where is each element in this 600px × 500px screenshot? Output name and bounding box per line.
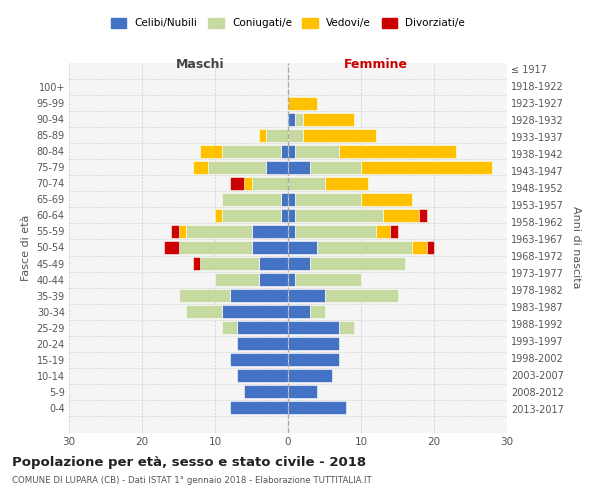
Bar	[325, 290, 398, 302]
Bar	[259, 258, 288, 270]
Bar	[288, 306, 310, 318]
Text: COMUNE DI LUPARA (CB) - Dati ISTAT 1° gennaio 2018 - Elaborazione TUTTITALIA.IT: COMUNE DI LUPARA (CB) - Dati ISTAT 1° ge…	[12, 476, 372, 485]
Bar	[427, 242, 434, 254]
Bar	[288, 225, 295, 237]
Bar	[295, 193, 361, 205]
Bar	[288, 242, 317, 254]
Bar	[376, 225, 390, 237]
Bar	[244, 177, 251, 190]
Bar	[325, 177, 368, 190]
Bar	[412, 242, 427, 254]
Bar	[179, 225, 186, 237]
Bar	[361, 193, 412, 205]
Bar	[251, 225, 288, 237]
Bar	[179, 242, 251, 254]
Bar	[295, 113, 302, 126]
Bar	[295, 209, 383, 222]
Bar	[179, 290, 230, 302]
Bar	[266, 161, 288, 173]
Bar	[295, 145, 339, 158]
Bar	[390, 225, 398, 237]
Text: Maschi: Maschi	[176, 58, 225, 70]
Bar	[288, 354, 339, 366]
Bar	[302, 113, 354, 126]
Bar	[164, 242, 179, 254]
Bar	[200, 258, 259, 270]
Bar	[281, 209, 288, 222]
Bar	[237, 322, 288, 334]
Bar	[288, 209, 295, 222]
Bar	[288, 129, 302, 141]
Bar	[230, 177, 244, 190]
Bar	[288, 370, 332, 382]
Bar	[419, 209, 427, 222]
Bar	[222, 145, 281, 158]
Bar	[288, 386, 317, 398]
Bar	[339, 322, 354, 334]
Bar	[317, 242, 412, 254]
Bar	[186, 306, 223, 318]
Bar	[230, 402, 288, 414]
Bar	[281, 145, 288, 158]
Bar	[215, 209, 223, 222]
Bar	[288, 193, 295, 205]
Bar	[310, 161, 361, 173]
Bar	[251, 177, 288, 190]
Bar	[266, 129, 288, 141]
Bar	[237, 370, 288, 382]
Y-axis label: Anni di nascita: Anni di nascita	[571, 206, 581, 289]
Bar	[288, 274, 295, 286]
Bar	[288, 338, 339, 350]
Bar	[288, 402, 346, 414]
Bar	[171, 225, 179, 237]
Bar	[288, 322, 339, 334]
Bar	[302, 129, 376, 141]
Bar	[295, 274, 361, 286]
Bar	[288, 161, 310, 173]
Bar	[310, 258, 405, 270]
Bar	[222, 193, 281, 205]
Bar	[339, 145, 456, 158]
Bar	[208, 161, 266, 173]
Bar	[295, 225, 376, 237]
Text: Femmine: Femmine	[344, 58, 407, 70]
Bar	[186, 225, 251, 237]
Bar	[310, 306, 325, 318]
Bar	[230, 290, 288, 302]
Bar	[288, 113, 295, 126]
Bar	[259, 129, 266, 141]
Bar	[383, 209, 419, 222]
Bar	[259, 274, 288, 286]
Bar	[222, 209, 281, 222]
Bar	[281, 193, 288, 205]
Bar	[288, 258, 310, 270]
Bar	[288, 290, 325, 302]
Bar	[288, 177, 325, 190]
Bar	[244, 386, 288, 398]
Bar	[215, 274, 259, 286]
Bar	[230, 354, 288, 366]
Bar	[288, 145, 295, 158]
Bar	[223, 322, 237, 334]
Legend: Celibi/Nubili, Coniugati/e, Vedovi/e, Divorziati/e: Celibi/Nubili, Coniugati/e, Vedovi/e, Di…	[107, 14, 469, 32]
Text: Popolazione per età, sesso e stato civile - 2018: Popolazione per età, sesso e stato civil…	[12, 456, 366, 469]
Bar	[223, 306, 288, 318]
Bar	[288, 97, 317, 110]
Bar	[200, 145, 223, 158]
Y-axis label: Fasce di età: Fasce di età	[21, 214, 31, 280]
Bar	[361, 161, 493, 173]
Bar	[237, 338, 288, 350]
Bar	[193, 258, 200, 270]
Bar	[251, 242, 288, 254]
Bar	[193, 161, 208, 173]
